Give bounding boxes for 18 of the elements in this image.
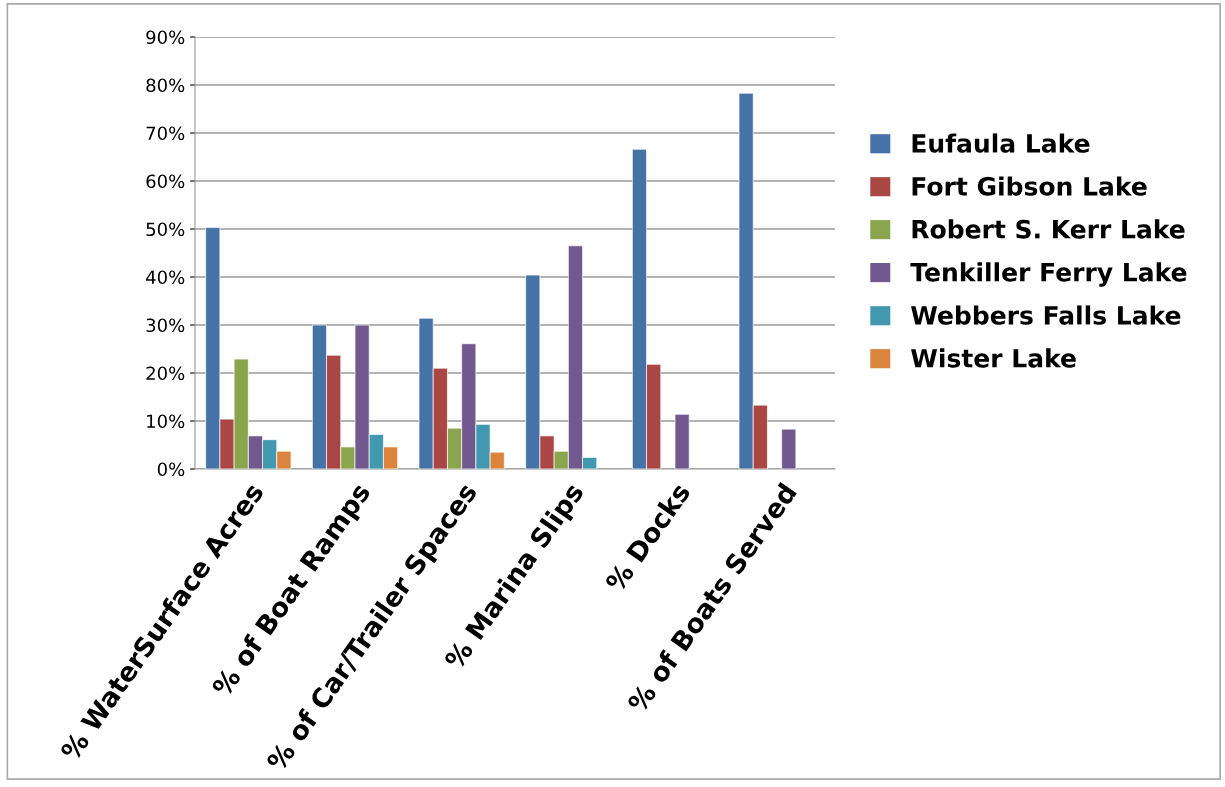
legend-label: Webbers Falls Lake bbox=[911, 305, 1181, 325]
y-tick-label: 10% bbox=[147, 414, 185, 429]
y-tick-label: 20% bbox=[146, 366, 185, 381]
legend-label: Fort Gibson Lake bbox=[912, 176, 1147, 196]
bar bbox=[781, 428, 797, 469]
legend-label: Wister Lake bbox=[911, 348, 1076, 368]
y-tick-label: 80% bbox=[146, 78, 185, 93]
bar bbox=[674, 413, 690, 469]
legend-label: Robert S. Kerr Lake bbox=[912, 219, 1185, 239]
y-tick-label: 60% bbox=[146, 174, 185, 189]
legend-label: Eufaula Lake bbox=[912, 133, 1090, 153]
legend-label: Tenkiller Ferry Lake bbox=[910, 262, 1187, 287]
y-tick-label: 90% bbox=[146, 30, 185, 45]
y-tick-label: 50% bbox=[146, 222, 185, 237]
y-tick-label: 70% bbox=[146, 126, 185, 141]
y-tick-label: 0% bbox=[157, 462, 185, 477]
y-tick-label: 30% bbox=[146, 318, 185, 333]
y-tick-label: 40% bbox=[146, 270, 185, 285]
